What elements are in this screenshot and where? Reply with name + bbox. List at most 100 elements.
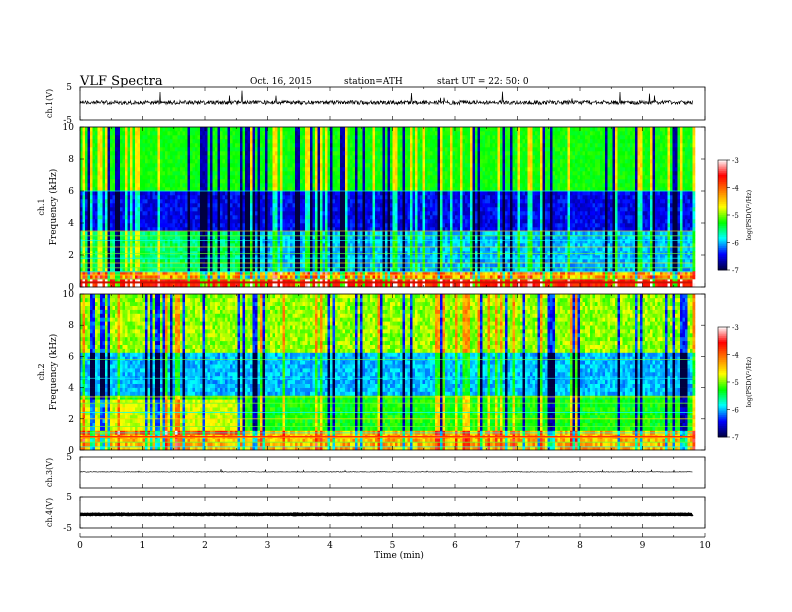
- ch1-spectrogram-cell: [145, 243, 148, 248]
- ch1-spectrogram-cell: [220, 279, 223, 284]
- ch1-spectrogram-cell: [267, 279, 271, 284]
- ch1-spectrogram-cell: [132, 235, 136, 240]
- ch1-spectrogram-cell: [362, 239, 366, 244]
- ch1-spectrogram-cell: [140, 155, 143, 160]
- ch1-spectrogram-cell: [362, 151, 366, 156]
- ch1-spectrogram-cell: [312, 143, 316, 148]
- ch1-spectrogram-cell: [215, 211, 218, 216]
- ch1-spectrogram-cell: [100, 219, 103, 224]
- ch1-spectrogram-cell: [92, 263, 96, 268]
- ch1-spectrogram-cell: [105, 147, 108, 152]
- ch1-spectrogram-cell: [247, 283, 251, 288]
- ch1-spectrogram-cell: [387, 247, 391, 252]
- ch1-spectrogram-cell: [377, 271, 381, 276]
- ch1-spectrogram-cell: [355, 219, 358, 224]
- ch1-spectrogram-cell: [117, 159, 121, 164]
- ch1-spectrogram-cell: [307, 243, 311, 248]
- ch1-spectrogram-cell: [347, 187, 351, 192]
- ch1-spectrogram-cell: [212, 243, 216, 248]
- ch1-spectrogram-cell: [87, 175, 91, 180]
- ch1-spectrogram-cell: [242, 219, 246, 224]
- ch1-spectrogram-cell: [385, 155, 388, 160]
- ch1-spectrogram-cell: [297, 171, 301, 176]
- ch1-spectrogram-cell: [327, 147, 331, 152]
- ch1-spectrogram-cell: [172, 279, 176, 284]
- ch1-spectrogram-cell: [90, 179, 93, 184]
- ch1-spectrogram-cell: [387, 215, 391, 220]
- ch1-spectrogram-cell: [325, 199, 328, 204]
- ch1-spectrogram-cell: [140, 187, 143, 192]
- ch1-waveform-ylabel: ch.1(V): [45, 89, 54, 118]
- ch1-spectrogram-cell: [367, 187, 371, 192]
- ch1-spectrogram-cell: [362, 223, 366, 228]
- ch1-spectrogram-cell: [170, 147, 173, 152]
- ch1-spectrogram-cell: [362, 135, 366, 140]
- ch1-spectrogram-cell: [155, 191, 158, 196]
- ch1-spectrogram-cell: [95, 163, 98, 168]
- ch1-spectrogram-cell: [175, 259, 178, 264]
- ch1-spectrogram-cell: [310, 227, 313, 232]
- ch1-spectrogram-cell: [355, 151, 358, 156]
- ch1-spectrogram-cell: [185, 175, 188, 180]
- ch1-spectrogram-cell: [340, 159, 343, 164]
- ch1-spectrogram-cell: [372, 143, 376, 148]
- ch1-spectrogram-cell: [200, 243, 203, 248]
- ch1-spectrogram-cell: [145, 211, 148, 216]
- ch1-spectrogram-cell: [232, 239, 236, 244]
- ch1-spectrogram-cell: [175, 163, 178, 168]
- ch1-spectrogram-cell: [127, 239, 131, 244]
- ch1-spectrogram-cell: [262, 275, 266, 280]
- ch1-spectrogram-cell: [300, 195, 303, 200]
- ch1-spectrogram-cell: [150, 175, 153, 180]
- ch1-spectrogram-cell: [160, 239, 163, 244]
- ch1-spectrogram-cell: [180, 155, 183, 160]
- ch1-spectrogram-cell: [132, 139, 136, 144]
- ch1-spectrogram-cell: [172, 223, 176, 228]
- ch1-spectrogram-cell: [367, 147, 371, 152]
- ch1-spectrogram-cell: [362, 259, 366, 264]
- ch1-spectrogram-cell: [140, 167, 143, 172]
- ch1-spectrogram-cell: [300, 215, 303, 220]
- ch1-spectrogram-cell: [97, 195, 101, 200]
- ch1-spectrogram-cell: [107, 143, 111, 148]
- ch1-spectrogram-cell: [90, 259, 93, 264]
- ch1-spectrogram-cell: [312, 227, 316, 232]
- ch1-spectrogram-cell: [245, 195, 248, 200]
- ch1-spectrogram-cell: [212, 151, 216, 156]
- ch1-spectrogram-cell: [270, 171, 273, 176]
- ch1-spectrogram-cell: [112, 223, 116, 228]
- ch1-spectrogram-cell: [300, 191, 303, 196]
- ch1-spectrogram-cell: [172, 259, 176, 264]
- ch1-spectrogram-cell: [310, 215, 313, 220]
- ch1-spectrogram-cell: [157, 183, 161, 188]
- ch1-spectrogram-cell: [260, 231, 263, 236]
- ch1-spectrogram-cell: [147, 235, 151, 240]
- ch1-spectrogram-cell: [320, 275, 323, 280]
- ch1-spectrogram-cell: [145, 247, 148, 252]
- ch1-spectrogram-cell: [305, 187, 308, 192]
- ch1-spectrogram-cell: [322, 243, 326, 248]
- ch1-spectrogram-cell: [290, 235, 293, 240]
- ch1-spectrogram-cell: [122, 283, 126, 288]
- ch1-spectrogram-cell: [387, 203, 391, 208]
- ch1-spectrogram-cell: [280, 271, 283, 276]
- ch1-spectrogram-cell: [340, 171, 343, 176]
- ch1-spectrogram-cell: [197, 219, 201, 224]
- ch1-spectrogram-cell: [325, 235, 328, 240]
- ch1-spectrogram-cell: [97, 243, 101, 248]
- ch1-spectrogram-cell: [375, 223, 378, 228]
- ch1-spectrogram-cell: [82, 203, 86, 208]
- ch1-spectrogram-cell: [172, 231, 176, 236]
- ch1-spectrogram-cell: [355, 135, 358, 140]
- ch1-spectrogram-cell: [155, 175, 158, 180]
- ch1-spectrogram-cell: [285, 227, 288, 232]
- ch1-spectrogram-cell: [217, 135, 221, 140]
- ch1-spectrogram-cell: [232, 203, 236, 208]
- ch1-spectrogram-cell: [335, 211, 338, 216]
- ch1-spectrogram-cell: [355, 283, 358, 288]
- ch1-spectrogram-cell: [140, 231, 143, 236]
- ch1-spectrogram-cell: [95, 139, 98, 144]
- ch1-spectrogram-cell: [245, 143, 248, 148]
- ch1-spectrogram-cell: [82, 279, 86, 284]
- ch1-spectrogram-cell: [202, 135, 206, 140]
